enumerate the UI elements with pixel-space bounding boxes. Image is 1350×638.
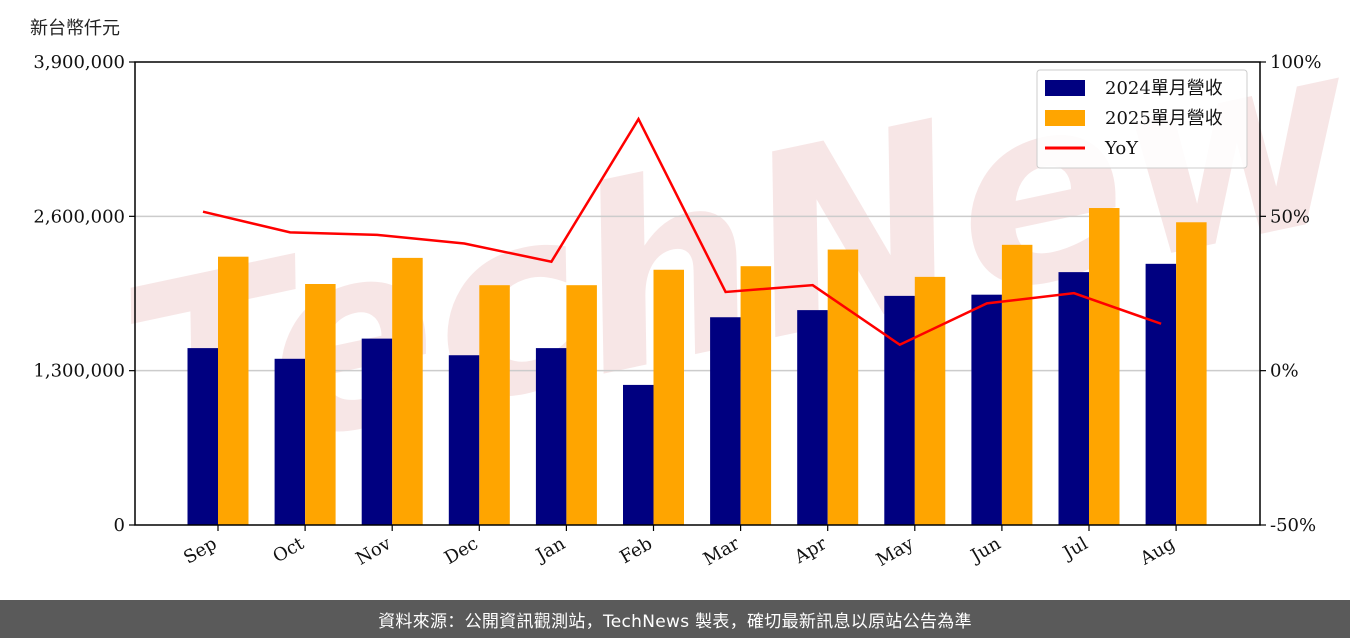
bar-2024 — [797, 310, 828, 525]
x-tick-label: Apr — [790, 533, 830, 568]
x-tick-label: Jul — [1058, 533, 1092, 565]
y-left-tick-label: 1,300,000 — [33, 361, 125, 382]
y-left-tick-label: 0 — [114, 515, 125, 536]
bar-2025 — [740, 266, 772, 525]
bar-2025 — [479, 285, 510, 525]
legend-swatch — [1045, 80, 1085, 96]
bar-2025 — [914, 276, 946, 525]
y-left-tick-label: 3,900,000 — [33, 52, 125, 73]
bar-2024 — [361, 338, 393, 525]
bar-2025 — [1176, 222, 1207, 525]
x-tick-label: Dec — [441, 533, 482, 569]
bar-2025 — [392, 257, 423, 525]
bar-2024 — [535, 348, 567, 525]
bar-2024 — [1058, 272, 1089, 525]
source-footer: 資料來源：公開資訊觀測站，TechNews 製表，確切最新訊息以原站公告為準 — [0, 600, 1350, 638]
y-left-tick-label: 2,600,000 — [33, 206, 125, 227]
x-tick-label: May — [873, 533, 918, 571]
x-tick-label: Jan — [531, 533, 569, 567]
x-tick-label: Jun — [966, 533, 1005, 568]
legend: 2024單月營收 2025單月營收 YoY — [1036, 69, 1248, 169]
legend-box — [1036, 69, 1248, 169]
bars — [187, 208, 1207, 526]
bar-2024 — [1145, 263, 1177, 525]
legend-label: 2025單月營收 — [1105, 108, 1223, 129]
plot-frame — [134, 61, 1261, 526]
x-tick-label: Nov — [352, 533, 395, 570]
legend-label: 2024單月營收 — [1105, 78, 1223, 99]
bar-2024 — [884, 295, 915, 525]
legend-label: YoY — [1104, 138, 1139, 159]
x-tick-label: Feb — [616, 533, 656, 568]
y-right-tick-label: -50% — [1270, 515, 1316, 536]
legend-swatch — [1045, 110, 1085, 126]
yoy-line — [202, 116, 1162, 347]
x-tick-label: Sep — [180, 533, 220, 568]
bar-2025 — [827, 249, 859, 526]
bar-2024 — [448, 355, 480, 525]
bar-2024 — [623, 384, 654, 525]
revenue-chart: TechNews 01,300,0002,600,0003,900,000-50… — [33, 0, 1350, 571]
y-right-tick-label: 100% — [1270, 52, 1321, 73]
bar-2025 — [305, 284, 336, 525]
bar-2025 — [218, 256, 249, 525]
x-tick-label: Mar — [700, 533, 744, 570]
bar-2025 — [653, 269, 684, 525]
x-tick-label: Oct — [269, 533, 308, 568]
bar-2025 — [1001, 244, 1033, 526]
bar-2024 — [710, 317, 741, 525]
y-right-tick-label: 50% — [1270, 206, 1310, 227]
bar-2025 — [1089, 208, 1120, 525]
bar-2024 — [971, 294, 1002, 525]
x-tick-label: Aug — [1136, 533, 1179, 570]
y-axis-unit-label: 新台幣仟元 — [30, 18, 120, 39]
y-right-tick-label: 0% — [1270, 361, 1299, 382]
bar-2024 — [274, 358, 306, 525]
bar-2024 — [187, 348, 218, 525]
yoy-line-layer — [202, 116, 1162, 347]
bar-2025 — [566, 285, 597, 525]
